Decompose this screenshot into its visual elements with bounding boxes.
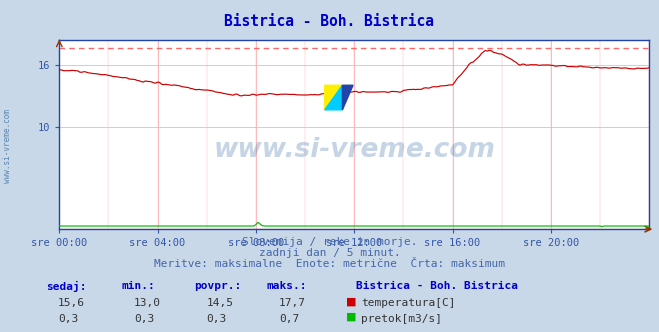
- Text: Bistrica - Boh. Bistrica: Bistrica - Boh. Bistrica: [356, 281, 518, 290]
- Text: sedaj:: sedaj:: [46, 281, 86, 291]
- Text: Meritve: maksimalne  Enote: metrične  Črta: maksimum: Meritve: maksimalne Enote: metrične Črta…: [154, 259, 505, 269]
- Text: www.si-vreme.com: www.si-vreme.com: [3, 109, 13, 183]
- Text: 13,0: 13,0: [134, 298, 161, 308]
- Text: ■: ■: [346, 296, 357, 306]
- Text: zadnji dan / 5 minut.: zadnji dan / 5 minut.: [258, 248, 401, 258]
- Text: ■: ■: [346, 312, 357, 322]
- Polygon shape: [343, 85, 353, 110]
- Text: 14,5: 14,5: [206, 298, 233, 308]
- Text: 0,3: 0,3: [206, 314, 227, 324]
- Text: 17,7: 17,7: [279, 298, 306, 308]
- Text: 0,3: 0,3: [58, 314, 78, 324]
- Text: 15,6: 15,6: [58, 298, 85, 308]
- Text: 0,3: 0,3: [134, 314, 154, 324]
- Text: maks.:: maks.:: [267, 281, 307, 290]
- Text: www.si-vreme.com: www.si-vreme.com: [214, 136, 495, 163]
- Polygon shape: [325, 85, 343, 110]
- Text: Slovenija / reke in morje.: Slovenija / reke in morje.: [242, 237, 417, 247]
- Text: min.:: min.:: [122, 281, 156, 290]
- Text: 0,7: 0,7: [279, 314, 299, 324]
- Text: pretok[m3/s]: pretok[m3/s]: [361, 314, 442, 324]
- Text: Bistrica - Boh. Bistrica: Bistrica - Boh. Bistrica: [225, 14, 434, 29]
- Polygon shape: [325, 85, 343, 110]
- Text: povpr.:: povpr.:: [194, 281, 242, 290]
- Text: temperatura[C]: temperatura[C]: [361, 298, 455, 308]
